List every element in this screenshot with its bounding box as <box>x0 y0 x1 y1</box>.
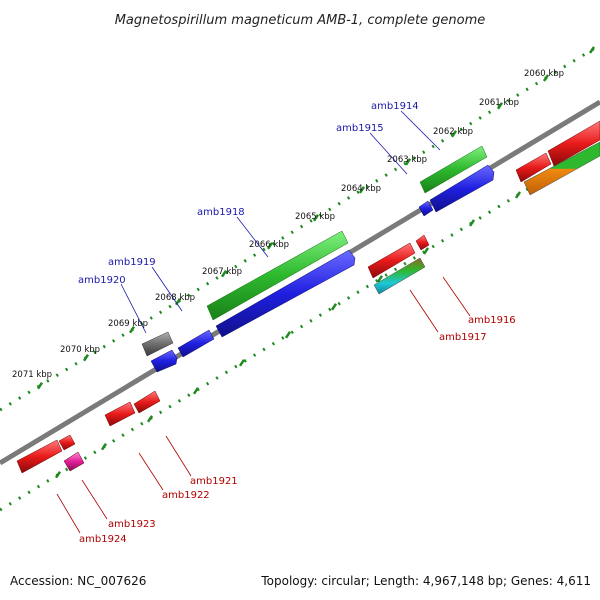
kbp-label-2068: 2068 kbp <box>155 293 195 303</box>
kbp-label-2069: 2069 kbp <box>108 319 148 329</box>
gene-amb1923[interactable] <box>63 451 85 472</box>
major-tick <box>220 270 228 278</box>
major-tick <box>128 326 136 334</box>
major-tick <box>54 471 62 479</box>
gene-right-edge-forward[interactable] <box>515 120 600 196</box>
kbp-label-2062: 2062 kbp <box>433 127 473 137</box>
forward-major-ticks <box>36 46 596 390</box>
gene-amb1915[interactable] <box>418 164 495 217</box>
kbp-label-2064: 2064 kbp <box>341 184 381 194</box>
kbp-label-2065: 2065 kbp <box>295 212 335 222</box>
major-tick <box>330 303 338 311</box>
major-tick <box>450 130 458 138</box>
major-tick <box>146 415 154 423</box>
gene-amb1920[interactable] <box>141 331 174 357</box>
label-amb1914[interactable]: amb1914 <box>371 101 419 112</box>
leader-amb1920 <box>120 283 147 334</box>
label-amb1915[interactable]: amb1915 <box>336 123 384 134</box>
kbp-label-2067: 2067 kbp <box>202 267 242 277</box>
kbp-label-2060: 2060 kbp <box>524 69 564 79</box>
label-amb1923[interactable]: amb1923 <box>108 519 156 530</box>
leader-amb1916 <box>442 276 471 317</box>
leader-amb1923 <box>81 479 108 520</box>
major-tick <box>514 191 522 199</box>
label-amb1922[interactable]: amb1922 <box>162 490 210 501</box>
map-title: Magnetospirillum magneticum AMB-1, compl… <box>115 13 486 28</box>
leader-amb1917 <box>409 289 439 333</box>
major-tick <box>358 186 366 194</box>
reverse-scale-track <box>0 143 600 512</box>
gene-amb1916[interactable] <box>367 234 430 279</box>
major-tick <box>376 275 384 283</box>
major-tick <box>312 214 320 222</box>
kbp-label-2070: 2070 kbp <box>60 345 100 355</box>
major-tick <box>82 354 90 362</box>
label-amb1921[interactable]: amb1921 <box>190 476 238 487</box>
kbp-label-2066: 2066 kbp <box>249 240 289 250</box>
leader-amb1921 <box>165 435 192 477</box>
gene-amb1914[interactable] <box>419 145 488 194</box>
major-tick <box>36 382 44 390</box>
major-tick <box>588 46 596 54</box>
leader-amb1915 <box>369 132 408 175</box>
gene-amb1922[interactable] <box>104 401 136 427</box>
major-tick <box>238 359 246 367</box>
gene-amb1921[interactable] <box>133 390 161 414</box>
major-tick <box>468 219 476 227</box>
topology-text: Topology: circular; Length: 4,967,148 bp… <box>261 574 591 588</box>
leader-amb1918 <box>236 216 269 258</box>
gene-amb1924[interactable] <box>16 434 76 474</box>
label-amb1919[interactable]: amb1919 <box>108 257 156 268</box>
major-tick <box>404 158 412 166</box>
leader-amb1924 <box>56 493 81 534</box>
label-amb1917[interactable]: amb1917 <box>439 332 487 343</box>
leader-amb1922 <box>138 452 164 491</box>
gene-amb1918[interactable] <box>206 230 349 321</box>
major-tick <box>192 387 200 395</box>
label-amb1918[interactable]: amb1918 <box>197 207 245 218</box>
label-amb1924[interactable]: amb1924 <box>79 534 127 545</box>
label-amb1916[interactable]: amb1916 <box>468 315 516 326</box>
leader-amb1919 <box>151 266 183 312</box>
major-tick <box>422 247 430 255</box>
major-tick <box>284 331 292 339</box>
accession-text: Accession: NC_007626 <box>10 574 147 588</box>
gene-amb1919[interactable] <box>150 249 356 373</box>
kbp-label-2063: 2063 kbp <box>387 155 427 165</box>
kbp-label-2071: 2071 kbp <box>12 370 52 380</box>
kbp-label-2061: 2061 kbp <box>479 98 519 108</box>
major-tick <box>266 242 274 250</box>
major-tick <box>542 74 550 82</box>
reverse-major-ticks <box>54 163 568 479</box>
label-amb1920[interactable]: amb1920 <box>78 275 126 286</box>
major-tick <box>496 102 504 110</box>
gene-amb1917[interactable] <box>373 257 426 295</box>
major-tick <box>100 443 108 451</box>
leader-amb1914 <box>400 110 441 151</box>
